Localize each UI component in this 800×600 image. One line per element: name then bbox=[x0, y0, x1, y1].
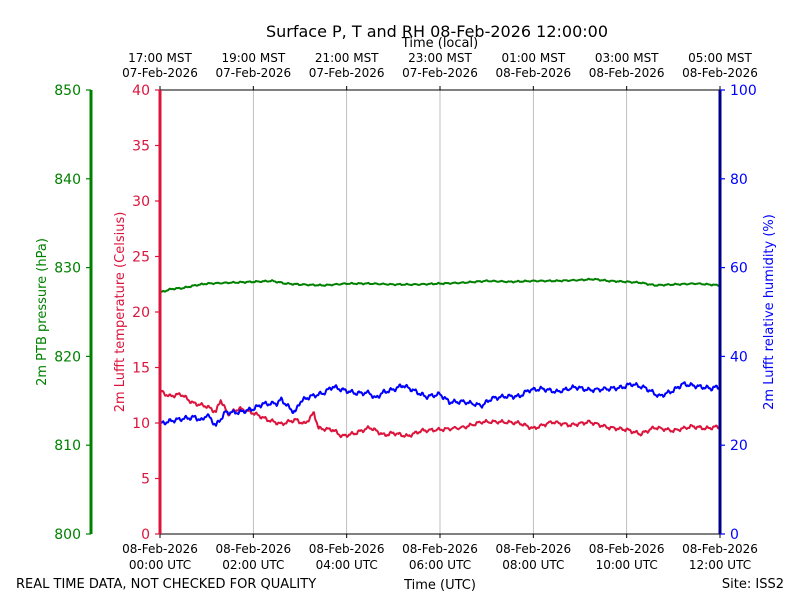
bottom-tick-label: 08-Feb-2026 bbox=[589, 542, 665, 556]
temperature-axis-label: 2m Lufft temperature (Celsius) bbox=[113, 212, 128, 413]
bottom-tick-label: 08-Feb-2026 bbox=[402, 542, 478, 556]
pressure-ticks: 800 810 820 830 840 850 bbox=[54, 83, 91, 543]
top-tick-label: 23:00 MST bbox=[408, 51, 472, 65]
bottom-tick-label: 04:00 UTC bbox=[316, 558, 378, 572]
top-tick-label: 08-Feb-2026 bbox=[589, 66, 665, 80]
pressure-tick-label: 810 bbox=[54, 438, 81, 454]
site-label: Site: ISS2 bbox=[722, 577, 784, 592]
temperature-tick-label: 15 bbox=[132, 361, 150, 377]
humidity-series-line bbox=[159, 381, 721, 427]
pressure-tick-label: 840 bbox=[54, 172, 81, 188]
temperature-tick-label: 5 bbox=[141, 472, 150, 488]
temperature-tick-label: 0 bbox=[141, 527, 150, 543]
bottom-tick-label: 08-Feb-2026 bbox=[122, 542, 198, 556]
bottom-tick-label: 08-Feb-2026 bbox=[682, 542, 758, 556]
top-axis-label: Time (local) bbox=[401, 36, 478, 51]
temperature-tick-label: 40 bbox=[132, 83, 150, 99]
grid-lines bbox=[252, 90, 628, 534]
bottom-ticks: 08-Feb-2026 00:00 UTC 08-Feb-2026 02:00 UTC… bbox=[122, 534, 758, 572]
top-tick-label: 21:00 MST bbox=[315, 51, 379, 65]
temperature-tick-label: 25 bbox=[132, 250, 150, 266]
bottom-tick-label: 06:00 UTC bbox=[409, 558, 471, 572]
bottom-tick-label: 08-Feb-2026 bbox=[215, 542, 291, 556]
top-tick-label: 05:00 MST bbox=[688, 51, 752, 65]
bottom-tick-label: 00:00 UTC bbox=[129, 558, 191, 572]
humidity-tick-label: 20 bbox=[730, 438, 748, 454]
top-tick-label: 03:00 MST bbox=[595, 51, 659, 65]
top-tick-label: 08-Feb-2026 bbox=[682, 66, 758, 80]
top-tick-label: 17:00 MST bbox=[128, 51, 192, 65]
humidity-axis-label: 2m Lufft relative humidity (%) bbox=[762, 214, 777, 410]
bottom-tick-label: 08-Feb-2026 bbox=[309, 542, 385, 556]
series-layer bbox=[159, 277, 721, 439]
pressure-tick-label: 830 bbox=[54, 261, 81, 277]
top-tick-label: 01:00 MST bbox=[501, 51, 565, 65]
top-tick-label: 19:00 MST bbox=[221, 51, 285, 65]
pressure-tick-label: 820 bbox=[54, 349, 81, 365]
bottom-axis-label: Time (UTC) bbox=[403, 578, 476, 593]
top-tick-label: 07-Feb-2026 bbox=[215, 66, 291, 80]
top-tick-label: 08-Feb-2026 bbox=[495, 66, 571, 80]
temperature-tick-label: 35 bbox=[132, 139, 150, 155]
humidity-tick-label: 0 bbox=[730, 527, 739, 543]
humidity-tick-label: 100 bbox=[730, 83, 757, 99]
chart-title: Surface P, T and RH 08-Feb-2026 12:00:00 bbox=[266, 22, 608, 41]
top-tick-label: 07-Feb-2026 bbox=[402, 66, 478, 80]
humidity-ticks: 0 20 40 60 80 100 bbox=[720, 83, 757, 543]
temperature-tick-label: 30 bbox=[132, 194, 150, 210]
pressure-tick-label: 800 bbox=[54, 527, 81, 543]
bottom-tick-label: 12:00 UTC bbox=[689, 558, 751, 572]
pressure-series-line bbox=[159, 277, 721, 294]
humidity-tick-label: 40 bbox=[730, 349, 748, 365]
bottom-tick-label: 08:00 UTC bbox=[502, 558, 564, 572]
bottom-tick-label: 10:00 UTC bbox=[596, 558, 658, 572]
quality-notice: REAL TIME DATA, NOT CHECKED FOR QUALITY bbox=[16, 577, 316, 592]
temperature-ticks: 0 5 10 15 20 25 30 35 40 bbox=[132, 83, 160, 543]
bottom-tick-label: 02:00 UTC bbox=[222, 558, 284, 572]
bottom-tick-label: 08-Feb-2026 bbox=[495, 542, 571, 556]
pressure-tick-label: 850 bbox=[54, 83, 81, 99]
temperature-tick-label: 10 bbox=[132, 416, 150, 432]
temperature-series-line bbox=[159, 389, 721, 439]
pressure-axis-label: 2m PTB pressure (hPa) bbox=[35, 238, 50, 386]
humidity-tick-label: 60 bbox=[730, 261, 748, 277]
top-tick-label: 07-Feb-2026 bbox=[309, 66, 385, 80]
temperature-tick-label: 20 bbox=[132, 305, 150, 321]
humidity-tick-label: 80 bbox=[730, 172, 748, 188]
top-tick-label: 07-Feb-2026 bbox=[122, 66, 198, 80]
